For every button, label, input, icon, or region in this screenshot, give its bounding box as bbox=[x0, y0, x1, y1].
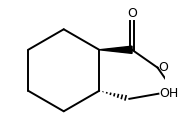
Text: O: O bbox=[127, 7, 137, 20]
Text: OH: OH bbox=[159, 87, 178, 100]
Polygon shape bbox=[99, 46, 132, 53]
Text: O: O bbox=[158, 61, 168, 74]
